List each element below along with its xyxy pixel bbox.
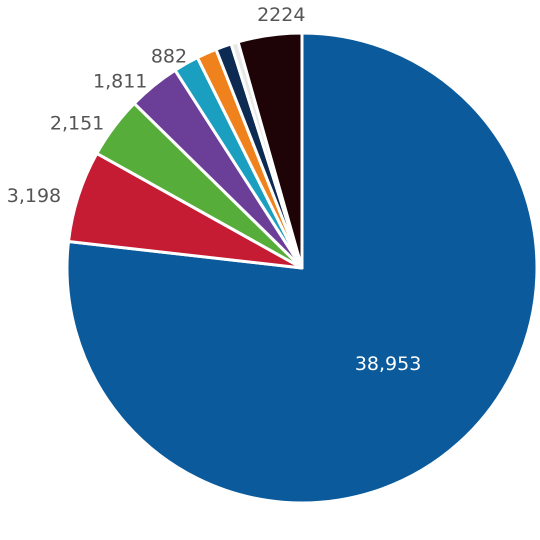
pie-slice-8 (236, 31, 304, 270)
pie-slices (65, 31, 539, 505)
pie-label-0: 38,953 (355, 353, 421, 375)
pie-label-8: 2224 (257, 4, 305, 26)
pie-label-4: 882 (151, 45, 187, 67)
pie-label-3: 1,811 (93, 70, 147, 92)
pie-label-1: 3,198 (7, 185, 61, 207)
pie-label-2: 2,151 (50, 112, 104, 134)
